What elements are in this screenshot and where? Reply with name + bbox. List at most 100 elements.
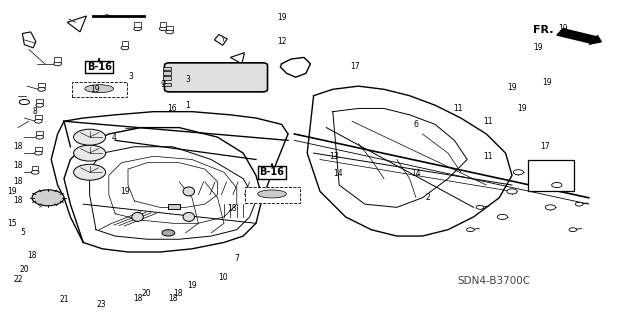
Circle shape — [569, 228, 577, 232]
Circle shape — [121, 46, 129, 50]
Circle shape — [74, 145, 106, 161]
Text: 3: 3 — [129, 72, 134, 81]
Bar — [32, 166, 38, 170]
Bar — [36, 131, 43, 135]
Bar — [245, 187, 300, 203]
Text: 19: 19 — [120, 187, 130, 196]
Bar — [54, 57, 61, 62]
Bar — [38, 83, 45, 87]
FancyBboxPatch shape — [164, 63, 268, 92]
Circle shape — [545, 205, 556, 210]
Text: 18: 18 — [168, 294, 177, 303]
Bar — [122, 41, 128, 46]
Text: 19: 19 — [516, 104, 527, 113]
Ellipse shape — [132, 212, 143, 221]
Circle shape — [32, 190, 64, 206]
Bar — [72, 82, 127, 97]
Circle shape — [74, 129, 106, 145]
Text: 23: 23 — [96, 300, 106, 309]
Text: 18: 18 — [28, 251, 36, 260]
Bar — [134, 22, 141, 27]
Text: 20: 20 — [141, 289, 151, 298]
Text: 9: 9 — [161, 80, 166, 89]
Bar — [163, 76, 171, 80]
Circle shape — [159, 27, 167, 31]
Bar — [35, 147, 42, 151]
Bar — [163, 83, 171, 86]
Ellipse shape — [183, 212, 195, 221]
Bar — [160, 22, 166, 27]
Text: 13: 13 — [329, 152, 339, 161]
Text: 3: 3 — [185, 75, 190, 84]
Bar — [36, 99, 43, 103]
Text: 11: 11 — [453, 104, 462, 113]
Text: 2: 2 — [425, 193, 430, 202]
Circle shape — [467, 228, 474, 232]
Bar — [35, 115, 42, 119]
Bar — [528, 160, 574, 191]
Circle shape — [134, 27, 141, 31]
Text: 5: 5 — [20, 228, 25, 237]
Text: 19: 19 — [90, 85, 100, 94]
Text: 8: 8 — [33, 107, 38, 116]
Text: 16: 16 — [166, 104, 177, 113]
Text: 22: 22 — [13, 275, 22, 284]
Circle shape — [31, 170, 39, 174]
Circle shape — [38, 87, 45, 91]
Text: 14: 14 — [333, 169, 343, 178]
Text: 19: 19 — [542, 78, 552, 87]
Text: 17: 17 — [540, 142, 550, 151]
Circle shape — [36, 103, 44, 107]
Circle shape — [507, 189, 517, 194]
Ellipse shape — [183, 187, 195, 196]
Text: 18: 18 — [13, 142, 22, 151]
Circle shape — [552, 182, 562, 188]
Text: 17: 17 — [350, 63, 360, 71]
Text: 20: 20 — [19, 265, 29, 274]
Text: 18: 18 — [227, 204, 236, 213]
Text: 19: 19 — [6, 187, 17, 196]
Circle shape — [575, 202, 583, 206]
Text: 4: 4 — [111, 133, 116, 142]
Text: 11: 11 — [483, 152, 492, 161]
Text: SDN4-B3700C: SDN4-B3700C — [458, 276, 531, 286]
Text: B-16: B-16 — [260, 167, 284, 177]
Circle shape — [476, 205, 484, 209]
Text: 18: 18 — [173, 289, 182, 298]
Text: 18: 18 — [133, 294, 142, 303]
Text: 6: 6 — [413, 120, 419, 129]
Text: 11: 11 — [483, 117, 492, 126]
Text: 18: 18 — [13, 161, 22, 170]
Text: 19: 19 — [507, 83, 517, 92]
Circle shape — [35, 119, 42, 123]
Text: 7: 7 — [234, 254, 239, 263]
Circle shape — [74, 164, 106, 180]
Circle shape — [35, 151, 42, 155]
Circle shape — [54, 62, 61, 66]
Text: 19: 19 — [276, 13, 287, 22]
Bar — [168, 204, 180, 209]
Text: FR.: FR. — [533, 25, 554, 35]
Text: 12: 12 — [277, 37, 286, 46]
Text: 19: 19 — [532, 43, 543, 52]
Text: 18: 18 — [13, 197, 22, 205]
Bar — [166, 26, 173, 30]
Text: 15: 15 — [6, 219, 17, 228]
Text: 1: 1 — [185, 101, 190, 110]
Bar — [163, 67, 171, 70]
Circle shape — [19, 100, 29, 105]
Text: 18: 18 — [13, 177, 22, 186]
Text: 19: 19 — [558, 24, 568, 33]
Circle shape — [497, 214, 508, 219]
Bar — [163, 71, 171, 75]
Text: 21: 21 — [60, 295, 68, 304]
Ellipse shape — [85, 85, 114, 93]
Text: 19: 19 — [187, 281, 197, 290]
FancyArrow shape — [557, 29, 602, 44]
Text: 14: 14 — [411, 169, 421, 178]
Circle shape — [36, 135, 44, 139]
Circle shape — [513, 170, 524, 175]
Circle shape — [162, 230, 175, 236]
Ellipse shape — [258, 190, 287, 198]
Text: 10: 10 — [218, 273, 228, 282]
